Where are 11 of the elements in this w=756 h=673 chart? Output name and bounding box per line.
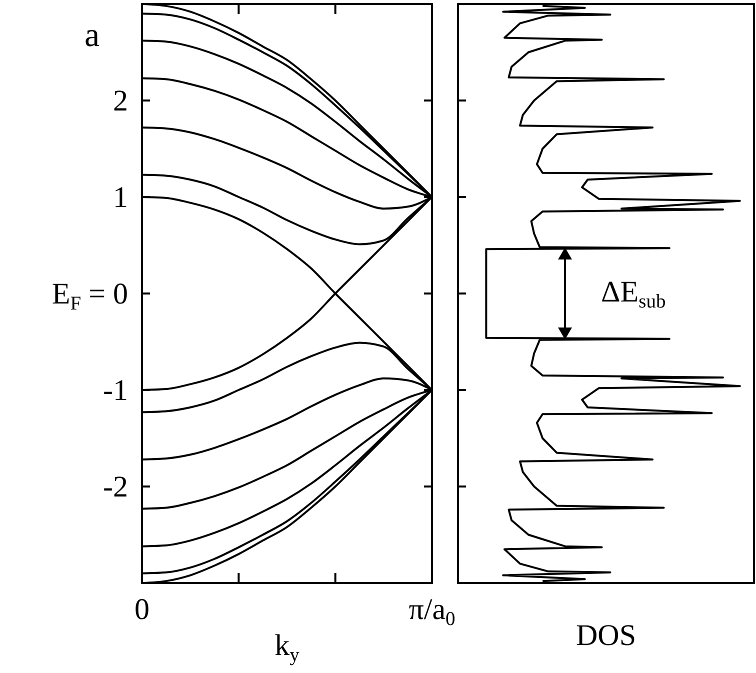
x-axis-title: DOS: [576, 619, 636, 652]
y-tick-label: 1: [113, 181, 128, 214]
y-tick-label: 2: [113, 84, 128, 118]
y-tick-label: E$_{F}$ = 0: [52, 278, 128, 314]
y-tick-label: -1: [103, 374, 128, 407]
annotation: ΔE$_{sub}$: [601, 276, 666, 312]
x-tick-label: π/a$_{0}$: [408, 593, 456, 630]
x-axis-title: k$_{y}$: [274, 629, 300, 666]
y-tick-label: -2: [103, 470, 128, 504]
x-tick-label: 0: [134, 593, 150, 626]
chart-title: a: [84, 17, 100, 54]
